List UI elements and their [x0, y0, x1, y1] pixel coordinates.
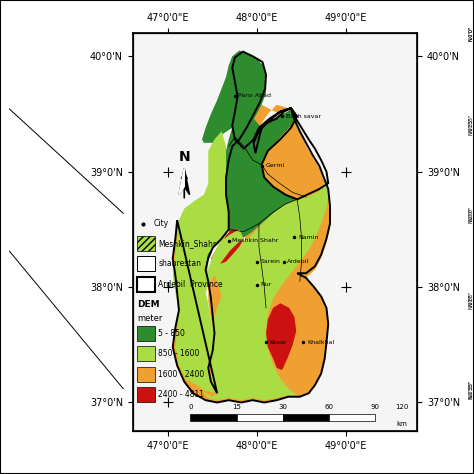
- Text: N,0'35": N,0'35": [468, 117, 474, 135]
- Polygon shape: [226, 54, 297, 246]
- Text: 60: 60: [325, 404, 334, 410]
- Text: N,0'35": N,0'35": [468, 381, 474, 399]
- Text: Khalkhal: Khalkhal: [307, 340, 334, 345]
- Text: City: City: [153, 219, 168, 228]
- Text: 2400 - 4811: 2400 - 4811: [158, 390, 204, 399]
- Text: 90: 90: [371, 404, 380, 410]
- Text: Kosar: Kosar: [270, 340, 287, 345]
- Polygon shape: [179, 168, 184, 195]
- Polygon shape: [173, 131, 244, 393]
- Text: shahrestan: shahrestan: [158, 259, 201, 268]
- Text: meter: meter: [137, 314, 163, 323]
- Polygon shape: [211, 229, 244, 264]
- Bar: [137, 326, 155, 341]
- Text: N: N: [178, 150, 190, 164]
- Bar: [191, 414, 237, 421]
- Text: Nur: Nur: [261, 283, 272, 287]
- Bar: [137, 366, 155, 382]
- Bar: [283, 414, 329, 421]
- Bar: [137, 256, 155, 272]
- Bar: [237, 414, 283, 421]
- Text: Bileh savar: Bileh savar: [285, 114, 320, 119]
- Text: 30: 30: [278, 404, 287, 410]
- Text: km: km: [397, 420, 408, 427]
- Bar: [137, 387, 155, 402]
- Text: DEM: DEM: [137, 300, 160, 309]
- Text: Ardebil  Province: Ardebil Province: [158, 280, 223, 289]
- Text: Germi: Germi: [265, 164, 284, 168]
- Bar: [137, 277, 155, 292]
- Bar: [137, 237, 155, 251]
- Text: N,0'0": N,0'0": [468, 208, 474, 223]
- Text: N,0'35": N,0'35": [468, 380, 473, 398]
- Polygon shape: [179, 168, 190, 195]
- Text: N,0'0": N,0'0": [468, 26, 473, 41]
- Text: Namin: Namin: [298, 235, 319, 240]
- Text: N,0'35": N,0'35": [468, 114, 473, 132]
- Text: Meshkin Shahr: Meshkin Shahr: [232, 238, 279, 244]
- Text: Ardebil: Ardebil: [287, 259, 310, 264]
- Text: 120: 120: [395, 404, 409, 410]
- Bar: [329, 414, 375, 421]
- Text: N,0'8": N,0'8": [468, 291, 473, 306]
- Polygon shape: [173, 102, 330, 402]
- Text: Parsı Abad: Parsı Abad: [238, 93, 272, 98]
- Text: Sarein: Sarein: [261, 259, 281, 264]
- Text: N,0'0": N,0'0": [468, 206, 473, 221]
- Text: 15: 15: [232, 404, 241, 410]
- Text: Meshkin_Shahr: Meshkin_Shahr: [158, 239, 217, 248]
- Polygon shape: [202, 51, 297, 246]
- Text: N,0'0": N,0'0": [468, 26, 474, 41]
- Text: 1600 - 2400: 1600 - 2400: [158, 370, 205, 379]
- Text: 0: 0: [188, 404, 193, 410]
- Bar: [137, 346, 155, 361]
- Text: N,0'8": N,0'8": [468, 293, 474, 309]
- Text: 850 - 1600: 850 - 1600: [158, 349, 200, 358]
- Text: 5 - 850: 5 - 850: [158, 329, 185, 338]
- Polygon shape: [266, 303, 296, 370]
- Polygon shape: [202, 181, 328, 400]
